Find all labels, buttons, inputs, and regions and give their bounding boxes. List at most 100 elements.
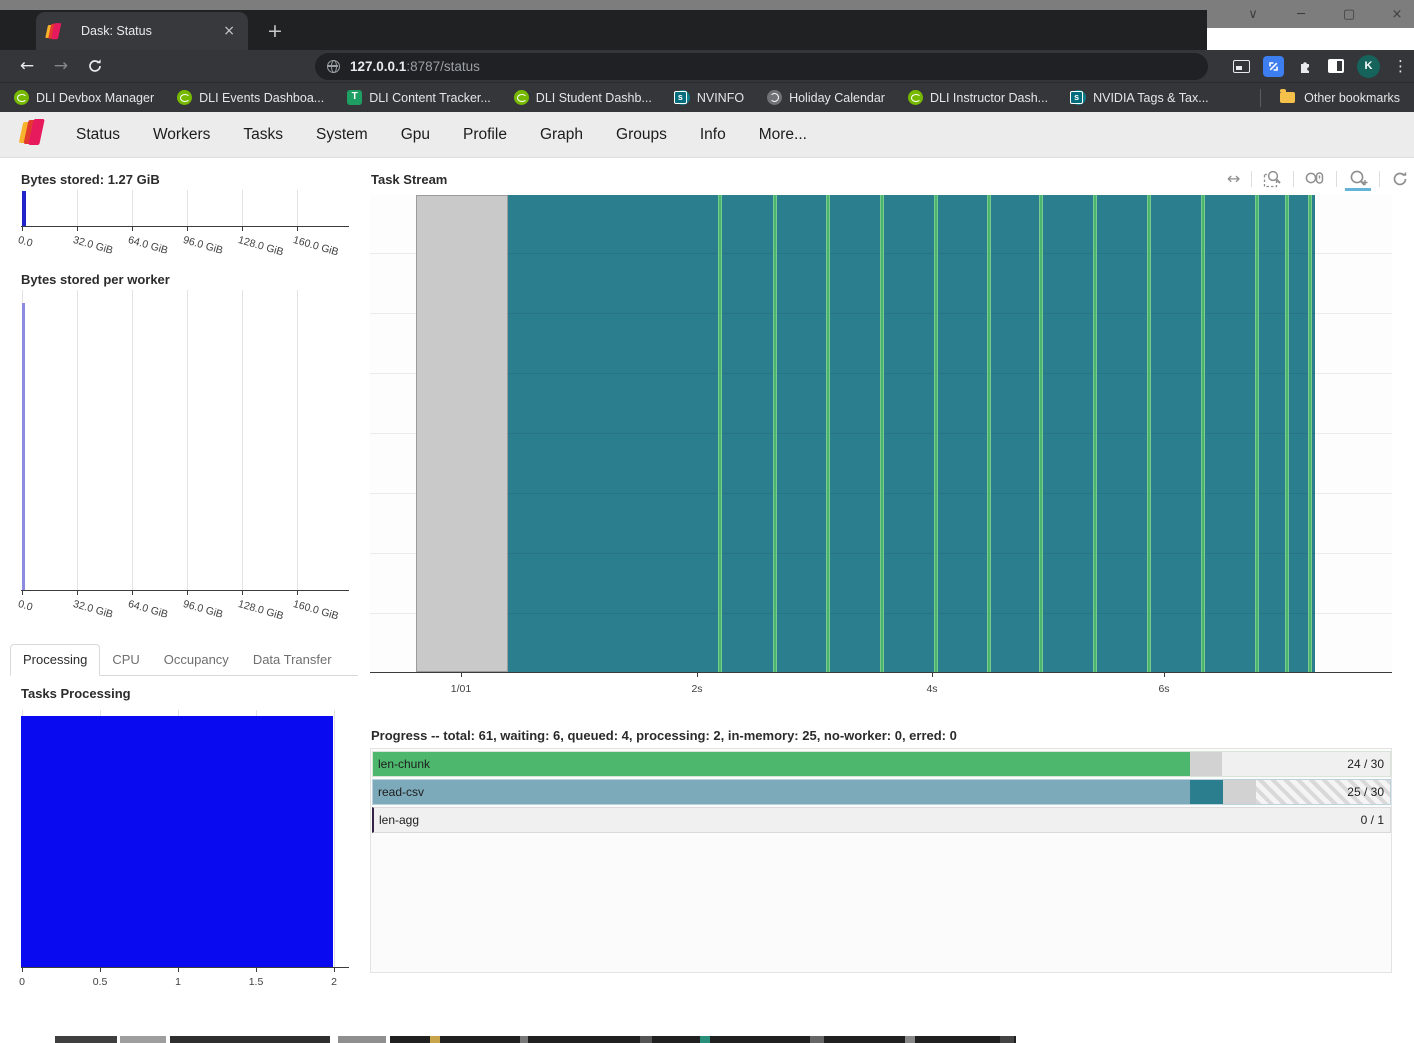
back-icon[interactable]: ← <box>19 56 35 76</box>
bytes-per-worker-chart[interactable]: 0.0 32.0 GiB 64.0 GiB 96.0 GiB 128.0 GiB 160.… <box>17 290 349 622</box>
taskbar-fragment <box>170 1036 330 1043</box>
media-control-icon[interactable] <box>1233 59 1250 73</box>
progress-task-count: 24 / 30 <box>1347 757 1384 771</box>
side-panel-icon[interactable] <box>1328 59 1344 73</box>
browser-tab[interactable]: Dask: Status × <box>36 12 248 50</box>
tab-close-icon[interactable]: × <box>223 23 235 39</box>
tab-processing[interactable]: Processing <box>10 644 101 676</box>
axis-tick-label: 1.5 <box>248 976 264 988</box>
bookmark-item[interactable]: Holiday Calendar <box>767 90 885 105</box>
nvidia-green-icon <box>14 90 29 105</box>
progress-task-count: 0 / 1 <box>1360 813 1384 827</box>
tab-occupancy[interactable]: Occupancy <box>163 652 229 667</box>
zoom-in-tool-icon[interactable] <box>1345 167 1372 191</box>
new-tab-button[interactable]: + <box>267 20 283 42</box>
nav-item-tasks[interactable]: Tasks <box>243 125 283 143</box>
axis-tick <box>932 672 933 677</box>
axis-tick <box>178 967 179 972</box>
nav-item-groups[interactable]: Groups <box>616 125 667 143</box>
progress-panel: len-chunk 24 / 30 read-csv 25 / 30 len-agg 0 … <box>370 748 1392 973</box>
nav-item-system[interactable]: System <box>316 125 368 143</box>
progress-segment <box>1189 780 1224 804</box>
axis-tick <box>297 226 298 231</box>
taskbar-fragment <box>810 1036 824 1043</box>
taskbar-fragment <box>520 1036 528 1043</box>
bookmark-item[interactable]: DLI Student Dashb... <box>513 90 652 105</box>
task-row-separator <box>508 553 1315 554</box>
task-stream-transfer-stripe <box>934 195 938 672</box>
forward-icon[interactable]: → <box>53 56 69 76</box>
wheel-zoom-tool-icon[interactable] <box>1302 167 1328 191</box>
tab-cpu[interactable]: CPU <box>112 652 140 667</box>
url-bar[interactable]: 127.0.0.1 :8787/status <box>315 53 1208 80</box>
task-stream-transfer-stripe <box>1255 195 1259 672</box>
nav-item-info[interactable]: Info <box>699 125 726 143</box>
axis-tick-label: 1 <box>175 976 181 988</box>
bookmark-item[interactable]: DLI Devbox Manager <box>14 90 154 105</box>
axis-tick-label: 1/01 <box>450 683 472 695</box>
grid-line <box>77 190 78 226</box>
task-row-separator <box>508 373 1315 374</box>
window-menu-icon[interactable]: ∨ <box>1248 6 1258 22</box>
grid-line <box>132 190 133 226</box>
nav-item-profile[interactable]: Profile <box>463 125 507 143</box>
taskbar-fragment <box>120 1036 166 1043</box>
profile-avatar[interactable]: K <box>1357 54 1380 78</box>
menu-dots-icon[interactable]: ⋮ <box>1393 56 1408 75</box>
axis-tick <box>22 226 23 231</box>
reload-icon[interactable] <box>82 53 108 79</box>
sharepoint-icon <box>673 90 690 105</box>
tasks-processing-title: Tasks Processing <box>21 686 131 701</box>
bookmark-label: NVIDIA Tags & Tax... <box>1093 90 1209 105</box>
tab-data-transfer[interactable]: Data Transfer <box>252 652 332 667</box>
axis-line <box>21 967 349 968</box>
axis-line <box>370 672 1392 673</box>
bookmark-item[interactable]: DLI Events Dashboa... <box>177 90 324 105</box>
task-stream-transfer-stripe <box>773 195 777 672</box>
extension-icon[interactable] <box>1263 55 1284 77</box>
progress-bar-row: len-agg 0 / 1 <box>372 807 1391 833</box>
bookmark-item[interactable]: DLI Instructor Dash... <box>907 90 1048 105</box>
axis-tick-label: 6s <box>1158 683 1170 695</box>
other-bookmarks-button[interactable]: Other bookmarks <box>1304 90 1400 105</box>
nav-item-gpu[interactable]: Gpu <box>400 125 430 143</box>
reset-tool-icon[interactable] <box>1388 168 1412 191</box>
pan-tool-icon[interactable]: ↔ <box>1227 168 1241 188</box>
axis-tick <box>77 226 78 231</box>
progress-task-name: read-csv <box>378 785 425 799</box>
tab-strip: Dask: Status × + <box>0 10 1207 50</box>
axis-tick-label: 96.0 GiB <box>181 234 225 257</box>
axis-tick <box>242 226 243 231</box>
axis-tick <box>132 226 133 231</box>
grid-line <box>297 190 298 226</box>
axis-tick-label: 64.0 GiB <box>126 598 170 621</box>
bookmark-label: DLI Devbox Manager <box>36 90 155 105</box>
bookmark-item[interactable]: NVIDIA Tags & Tax... <box>1070 90 1209 105</box>
task-stream-transfer-stripe <box>718 195 722 672</box>
sharepoint-icon <box>1070 90 1087 105</box>
task-row-separator <box>508 493 1315 494</box>
nav-item-workers[interactable]: Workers <box>152 125 211 143</box>
site-info-icon[interactable] <box>327 60 340 73</box>
progress-bar-row: len-chunk 24 / 30 <box>372 751 1391 777</box>
box-zoom-tool-icon[interactable] <box>1260 167 1285 191</box>
progress-header: Progress -- total: 61, waiting: 6, queue… <box>371 728 957 743</box>
nav-item-more[interactable]: More... <box>758 125 807 143</box>
nav-item-status[interactable]: Status <box>76 125 120 143</box>
window-minimize-icon[interactable]: ─ <box>1297 6 1305 22</box>
window-maximize-icon[interactable]: ▢ <box>1342 6 1356 22</box>
bytes-stored-chart[interactable]: 0.0 32.0 GiB 64.0 GiB 96.0 GiB 128.0 GiB 160.… <box>17 190 349 258</box>
tasks-processing-chart[interactable]: 0 0.5 1 1.5 2 <box>19 710 349 988</box>
axis-tick-label: 160.0 GiB <box>291 598 340 623</box>
axis-tick <box>100 967 101 972</box>
task-row-separator <box>508 433 1315 434</box>
bookmark-item[interactable]: DLI Content Tracker... <box>347 90 491 105</box>
bookmark-item[interactable]: NVINFO <box>673 90 744 105</box>
axis-line <box>21 226 349 227</box>
nav-item-graph[interactable]: Graph <box>539 125 584 143</box>
window-close-icon[interactable]: × <box>1391 6 1403 22</box>
task-stream-plot[interactable]: 1/01 2s 4s 6s <box>370 195 1392 695</box>
extensions-puzzle-icon[interactable] <box>1297 57 1315 75</box>
axis-tick-label: 160.0 GiB <box>291 234 340 259</box>
